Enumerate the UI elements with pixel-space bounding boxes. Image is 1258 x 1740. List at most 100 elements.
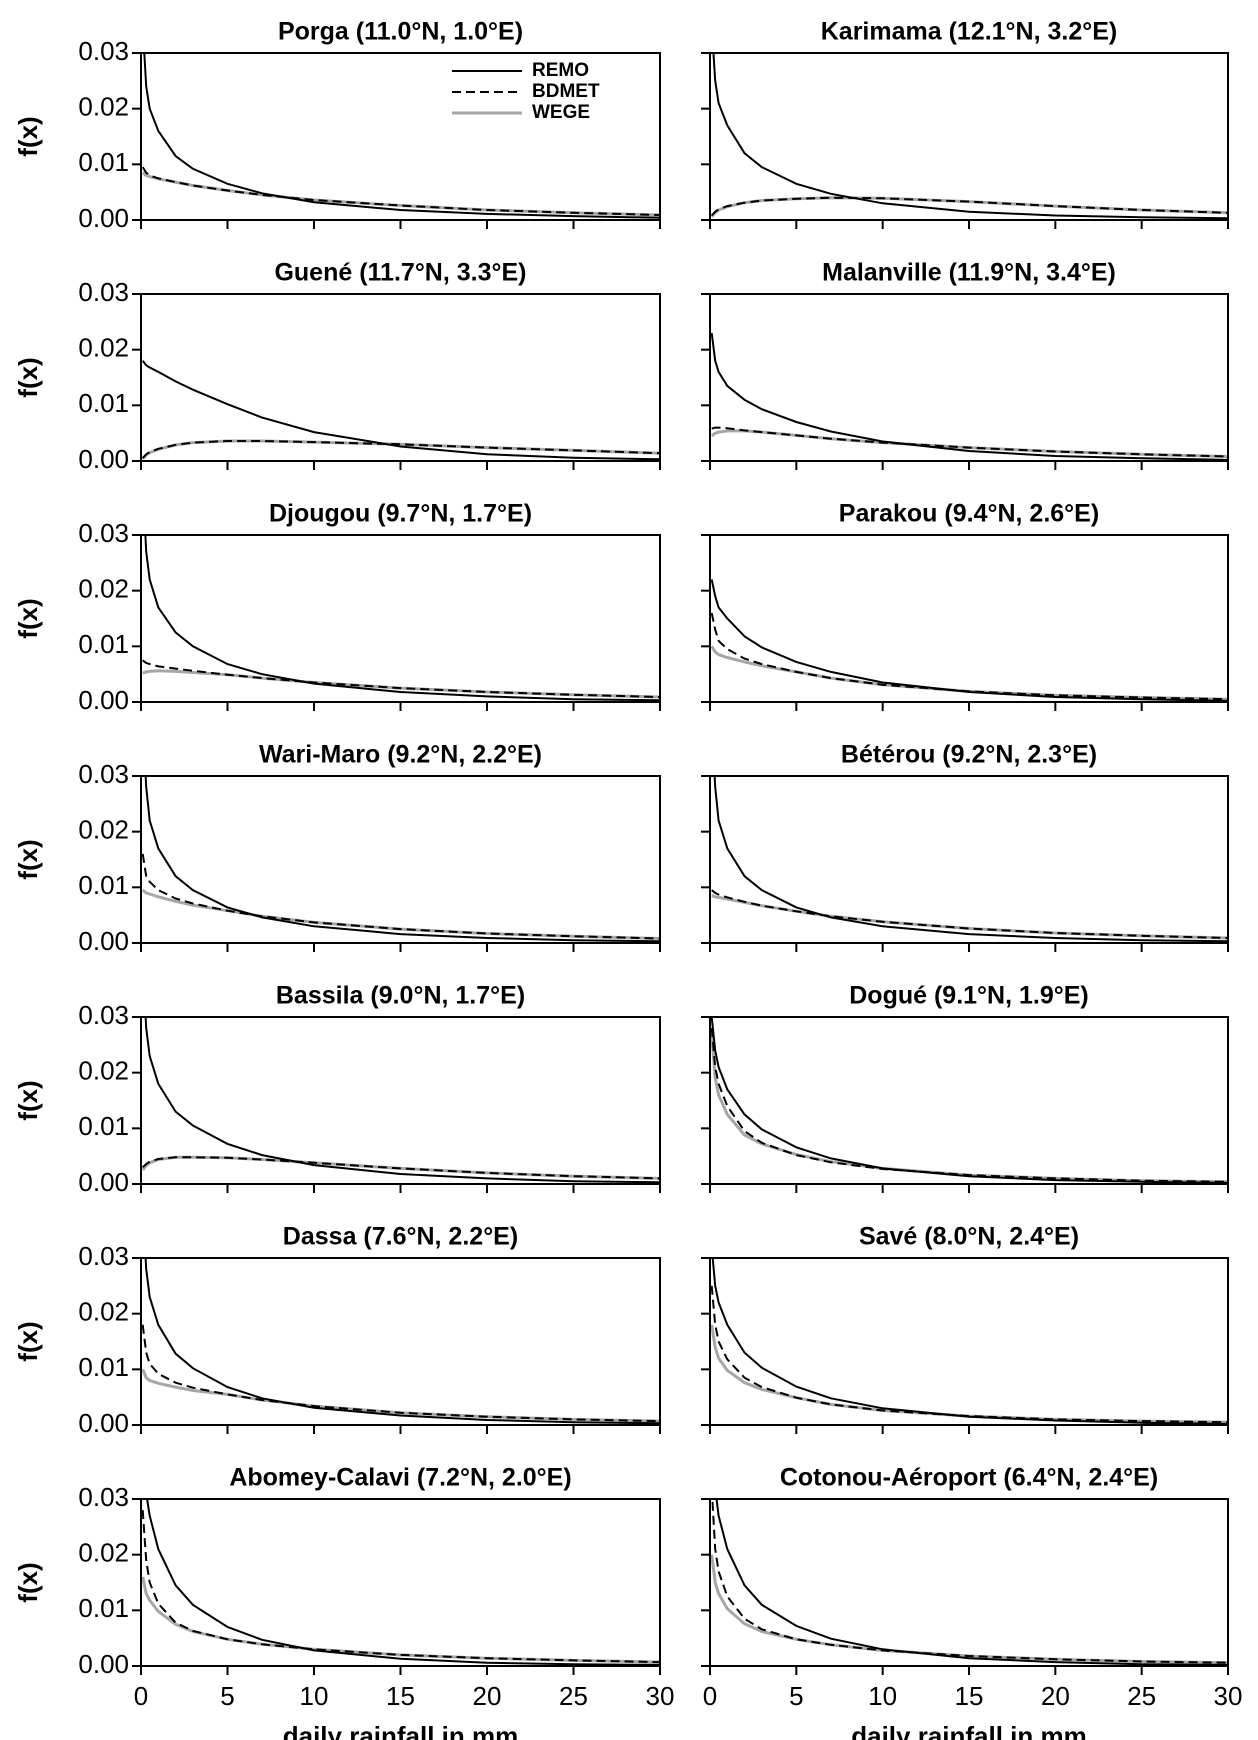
panel: Karimama (12.1°N, 3.2°E) xyxy=(701,18,1229,229)
plot-frame xyxy=(140,534,661,703)
panel-title: Abomey-Calavi (7.2°N, 2.0°E) xyxy=(229,1464,571,1492)
panel: Dassa (7.6°N, 2.2°E) 0.00 0.01 0.02 0.03 f(x) xyxy=(13,1223,661,1438)
panel-title: Wari-Maro (9.2°N, 2.2°E) xyxy=(259,741,542,769)
panel: Parakou (9.4°N, 2.6°E) xyxy=(701,500,1229,711)
series-line xyxy=(141,440,660,459)
series-line xyxy=(713,776,1228,943)
series-line xyxy=(711,426,1228,458)
series-line xyxy=(144,535,660,702)
x-tick-label: 15 xyxy=(955,1681,984,1711)
series-line xyxy=(711,889,1228,939)
y-tick-label: 0.03 xyxy=(78,518,129,548)
series-line xyxy=(711,1499,1228,1664)
series-line xyxy=(141,439,660,460)
x-tick-label: 0 xyxy=(703,1681,717,1711)
series-line xyxy=(144,1258,660,1425)
x-tick-label: 20 xyxy=(1041,1681,1070,1711)
y-tick-label: 0.01 xyxy=(78,1111,129,1141)
plot-frame xyxy=(140,1016,661,1185)
y-tick-label: 0.01 xyxy=(78,388,129,418)
panel-title: Cotonou-Aéroport (6.4°N, 2.4°E) xyxy=(780,1464,1158,1492)
y-tick-label: 0.02 xyxy=(78,333,129,363)
x-axis-label: daily rainfall in mm xyxy=(851,1721,1087,1740)
panel: Porga (11.0°N, 1.0°E) 0.00 0.01 0.02 0.03 f(x… xyxy=(13,18,661,233)
series-line xyxy=(710,579,1228,702)
y-tick-label: 0.03 xyxy=(78,277,129,307)
plot-frame xyxy=(709,1016,1229,1185)
y-tick-label: 0.00 xyxy=(78,203,129,233)
plot-frame xyxy=(709,1257,1229,1426)
x-tick-label: 0 xyxy=(134,1681,148,1711)
series-line xyxy=(141,888,660,940)
plot-frame xyxy=(709,775,1229,944)
series-line xyxy=(712,53,1228,220)
x-tick-label: 25 xyxy=(559,1681,588,1711)
series-line xyxy=(710,1033,1228,1184)
panel-title: Bassila (9.0°N, 1.7°E) xyxy=(276,982,525,1010)
y-tick-label: 0.01 xyxy=(78,1593,129,1623)
x-tick-label: 5 xyxy=(220,1681,234,1711)
panel: Abomey-Calavi (7.2°N, 2.0°E) 0.00 0.01 0.02… xyxy=(13,1464,675,1740)
x-tick-label: 15 xyxy=(386,1681,415,1711)
series-line xyxy=(146,1499,660,1666)
y-tick-label: 0.00 xyxy=(78,1167,129,1197)
panel: Malanville (11.9°N, 3.4°E) xyxy=(701,259,1229,470)
series-line xyxy=(715,1499,1228,1666)
panel-title: Bétérou (9.2°N, 2.3°E) xyxy=(841,741,1097,769)
series-line xyxy=(710,1017,1228,1184)
series-line xyxy=(710,1554,1228,1665)
y-tick-label: 0.02 xyxy=(78,1056,129,1086)
panel: Savé (8.0°N, 2.4°E) xyxy=(701,1223,1229,1434)
plot-frame xyxy=(140,1498,661,1667)
legend-label: REMO xyxy=(532,60,589,81)
series-line xyxy=(142,669,660,699)
series-line xyxy=(710,612,1228,701)
y-tick-label: 0.03 xyxy=(78,1482,129,1512)
panel-title: Dogué (9.1°N, 1.9°E) xyxy=(849,982,1089,1010)
y-tick-label: 0.00 xyxy=(78,1408,129,1438)
y-axis-label: f(x) xyxy=(13,357,43,397)
series-line xyxy=(710,332,1228,461)
y-tick-label: 0.02 xyxy=(78,574,129,604)
plot-frame xyxy=(140,1257,661,1426)
y-tick-label: 0.02 xyxy=(78,1297,129,1327)
plot-frame xyxy=(140,293,661,462)
series-line xyxy=(141,1510,660,1664)
series-line xyxy=(710,1028,1228,1183)
panel-title: Porga (11.0°N, 1.0°E) xyxy=(278,18,523,46)
y-tick-label: 0.01 xyxy=(78,629,129,659)
y-tick-label: 0.00 xyxy=(78,1649,129,1679)
series-line xyxy=(710,1324,1228,1424)
y-tick-label: 0.03 xyxy=(78,759,129,789)
panel-title: Savé (8.0°N, 2.4°E) xyxy=(859,1223,1079,1251)
panel: Bétérou (9.2°N, 2.3°E) xyxy=(701,741,1229,952)
series-line xyxy=(142,659,660,698)
panel-title: Guené (11.7°N, 3.3°E) xyxy=(274,259,526,287)
series-line xyxy=(142,1156,660,1180)
panel-title: Karimama (12.1°N, 3.2°E) xyxy=(821,18,1118,46)
legend-label: BDMET xyxy=(532,81,600,102)
series-line xyxy=(710,196,1228,217)
plot-frame xyxy=(140,775,661,944)
y-tick-label: 0.01 xyxy=(78,147,129,177)
y-tick-label: 0.03 xyxy=(78,1000,129,1030)
panel-title: Parakou (9.4°N, 2.6°E) xyxy=(839,500,1099,528)
series-line xyxy=(144,776,660,943)
x-tick-label: 30 xyxy=(1214,1681,1243,1711)
y-tick-label: 0.03 xyxy=(78,36,129,66)
plot-frame xyxy=(140,52,661,221)
series-line xyxy=(141,1324,660,1423)
panel: Dogué (9.1°N, 1.9°E) xyxy=(701,982,1229,1193)
y-tick-label: 0.00 xyxy=(78,926,129,956)
series-line xyxy=(141,1155,660,1180)
y-tick-label: 0.00 xyxy=(78,444,129,474)
series-line xyxy=(141,853,660,940)
series-line xyxy=(711,894,1228,940)
x-tick-label: 30 xyxy=(646,1681,675,1711)
x-axis-label: daily rainfall in mm xyxy=(283,1721,519,1740)
y-axis-label: f(x) xyxy=(13,116,43,156)
series-line xyxy=(710,196,1228,218)
plot-frame xyxy=(709,1498,1229,1667)
x-tick-label: 20 xyxy=(473,1681,502,1711)
